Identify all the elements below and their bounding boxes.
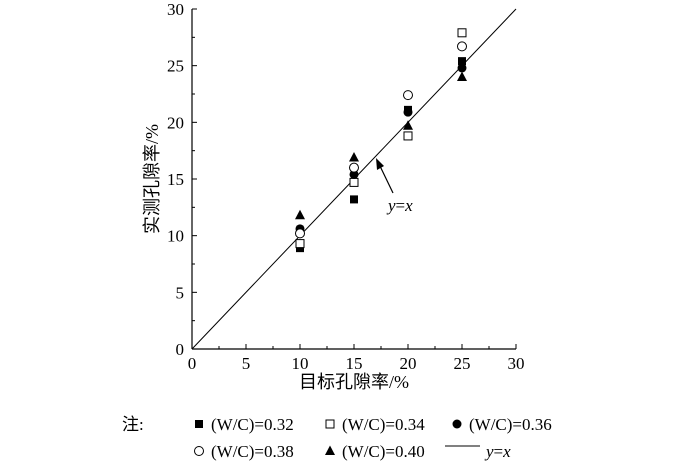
data-point-open-square [349, 177, 359, 187]
data-point-filled-triangle [403, 120, 413, 130]
y-axis-label: 实测孔隙率/% [142, 124, 162, 234]
legend-line-label: y=x [484, 442, 511, 461]
legend-line-label-part: x [502, 442, 511, 461]
y-tick-label: 15 [167, 170, 184, 189]
y-tick-label: 25 [167, 57, 184, 76]
data-point-filled-circle [457, 63, 467, 73]
x-tick-label: 25 [454, 354, 471, 373]
data-point-open-square [457, 28, 467, 38]
annotation-y-eq-x: y=x [376, 158, 413, 215]
data-point-filled-circle [403, 107, 413, 117]
legend-line-label-part: = [494, 442, 504, 461]
legend-marker-open-square [325, 419, 335, 429]
data-point-filled-circle [349, 169, 359, 179]
data-point-open-square [295, 239, 305, 249]
legend-label: (W/C)=0.32 [211, 415, 294, 434]
data-point-filled-square [350, 195, 358, 204]
x-tick-label: 5 [242, 354, 251, 373]
data-point-filled-triangle [457, 71, 467, 81]
data-point-open-circle [295, 228, 305, 239]
x-tick-label: 20 [400, 354, 417, 373]
svg-text:y=x: y=x [386, 196, 413, 215]
legend-label: (W/C)=0.38 [211, 442, 294, 461]
legend-marker-filled-circle [452, 419, 462, 429]
x-tick-label: 0 [188, 354, 197, 373]
data-point-filled-triangle [349, 151, 359, 162]
annotation-arrow [378, 163, 394, 194]
legend-label: (W/C)=0.34 [342, 415, 425, 434]
y-tick-label: 20 [167, 113, 184, 132]
legend-marker-filled-square [195, 420, 203, 428]
legend: 注: (W/C)=0.32 (W/C)=0.34 (W/C)=0.36 (W/C)=0.… [122, 415, 552, 461]
y-tick-label: 0 [176, 340, 185, 359]
arrow-head [376, 158, 384, 170]
data-point-open-square [403, 131, 413, 141]
legend-line-label-part: y [484, 442, 494, 461]
y-tick-label: 10 [167, 227, 184, 246]
legend-label: (W/C)=0.40 [342, 442, 425, 461]
data-point-open-circle [349, 162, 359, 173]
data-point-open-circle [457, 41, 467, 52]
legend-marker-open-circle [194, 446, 204, 456]
legend-label: (W/C)=0.36 [469, 415, 552, 434]
data-point-filled-square [296, 244, 304, 253]
y-tick-label: 5 [176, 283, 185, 302]
x-tick-label: 30 [508, 354, 525, 373]
data-point-open-circle [403, 90, 413, 101]
annotation-y: y [386, 196, 396, 215]
axes: 0 5 10 15 20 25 30 0 5 10 15 20 25 30 [167, 0, 525, 373]
legend-marker-filled-triangle [325, 445, 335, 455]
data-point-filled-square [458, 57, 466, 66]
x-tick-label: 10 [292, 354, 309, 373]
annotation-x: x [404, 196, 413, 215]
data-points [295, 28, 467, 253]
y-tick-label: 30 [167, 0, 184, 19]
x-tick-label: 15 [346, 354, 363, 373]
x-axis-label: 目标孔隙率/% [299, 372, 409, 392]
annotation-eq: = [396, 196, 406, 215]
legend-prefix: 注: [122, 415, 144, 434]
data-point-filled-triangle [295, 209, 305, 220]
